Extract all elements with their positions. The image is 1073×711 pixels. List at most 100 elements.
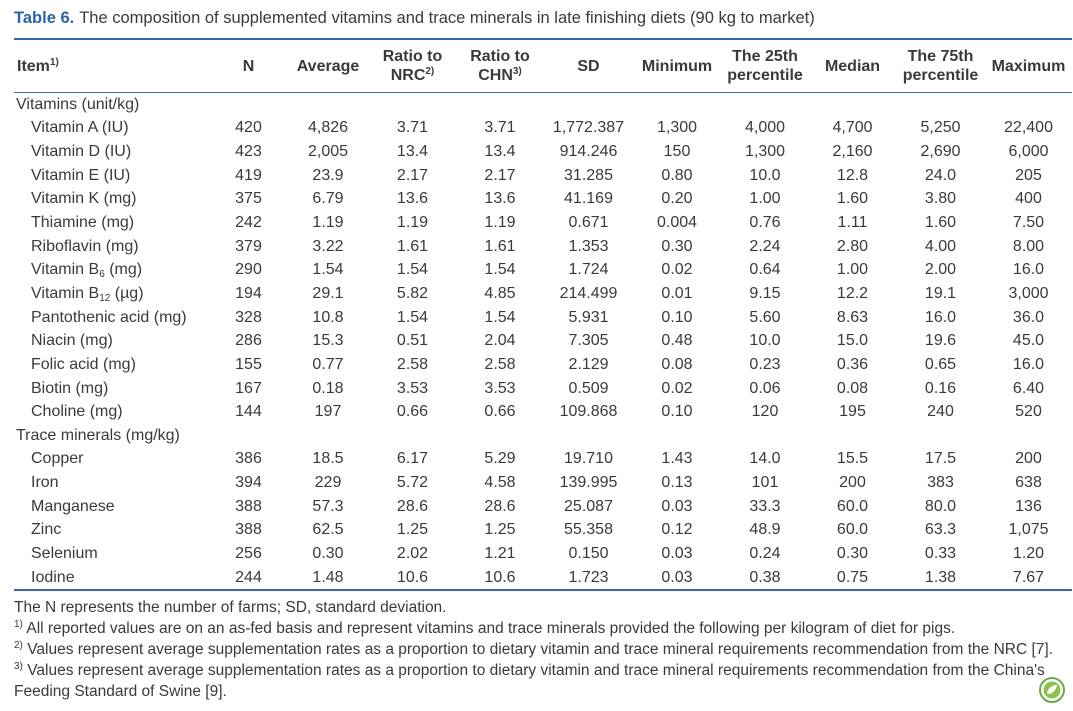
- value-cell: 5.60: [749, 308, 781, 326]
- item-cell: Iron: [31, 474, 59, 492]
- value-cell: 0.75: [836, 568, 869, 586]
- value-cell: 0.08: [836, 379, 869, 397]
- value-cell: 0.02: [661, 379, 693, 397]
- column-header: Median: [809, 39, 896, 93]
- item-cell: Selenium: [31, 544, 98, 562]
- data-row: Selenium 256 0.30 2.02 1.21 0.150 0.03 0.24 0.30…: [14, 542, 1072, 566]
- value-cell: 420: [235, 119, 262, 137]
- value-cell: 4.85: [484, 284, 516, 302]
- value-cell: 1.54: [312, 261, 344, 279]
- table-head: Item1) N Average Ratio to NRC2) Ratio to CHN3)…: [14, 39, 1072, 93]
- section-title: Vitamins (unit/kg): [16, 95, 140, 113]
- value-cell: 0.10: [661, 403, 693, 421]
- value-cell: 1.61: [484, 237, 516, 255]
- value-cell: 10.0: [749, 166, 781, 184]
- footnotes: The N represents the number of farms; SD…: [14, 597, 1064, 702]
- value-cell: 0.03: [661, 544, 693, 562]
- value-cell: 139.995: [559, 474, 618, 492]
- value-cell: 2.80: [836, 237, 869, 255]
- value-cell: 0.65: [924, 355, 957, 373]
- header-text: Ratio to: [382, 48, 443, 65]
- value-cell: 0.33: [924, 544, 957, 562]
- value-cell: 0.03: [661, 497, 693, 515]
- data-row: Vitamin B6 (mg) 290 1.54 1.54 1.54 1.724 0.02 0…: [14, 258, 1072, 282]
- value-cell: 0.77: [312, 355, 344, 373]
- value-cell: 7.67: [1012, 568, 1045, 586]
- item-cell: Vitamin B6 (mg): [14, 258, 210, 282]
- value-cell: 62.5: [312, 521, 344, 539]
- value-cell: 1.21: [484, 544, 516, 562]
- value-cell: 2.58: [484, 355, 516, 373]
- value-cell: 4,826: [307, 119, 349, 137]
- value-cell: 520: [1015, 403, 1042, 421]
- item-cell: Biotin (mg): [31, 379, 109, 397]
- value-cell: 31.285: [564, 166, 613, 184]
- item-cell: Copper: [31, 450, 84, 468]
- value-cell: 256: [235, 544, 262, 562]
- value-cell: 1.43: [661, 450, 693, 468]
- value-cell: 4,700: [832, 119, 873, 137]
- value-cell: 2,690: [920, 143, 961, 161]
- data-row: Vitamin A (IU) 420 4,826 3.71 3.71 1,772.387 1…: [14, 117, 1072, 141]
- value-cell: 0.06: [749, 379, 781, 397]
- value-cell: 18.5: [312, 450, 344, 468]
- value-cell: 101: [751, 474, 779, 492]
- value-cell: 1,300: [656, 119, 698, 137]
- header-text: SD: [577, 57, 600, 75]
- value-cell: 6,000: [1008, 143, 1049, 161]
- value-cell: 17.5: [924, 450, 957, 468]
- value-cell: 155: [235, 355, 262, 373]
- value-cell: 194: [235, 284, 262, 302]
- value-cell: 4,000: [744, 119, 786, 137]
- value-cell: 150: [663, 143, 691, 161]
- item-cell: Vitamin K (mg): [31, 190, 137, 208]
- footnote-text: Values represent average supplementation…: [27, 641, 1054, 658]
- value-cell: 0.76: [749, 214, 781, 232]
- value-cell: 419: [235, 166, 262, 184]
- footnote-mark: 1): [14, 619, 23, 630]
- value-cell: 205: [1015, 166, 1042, 184]
- value-cell: 379: [235, 237, 262, 255]
- value-cell: 29.1: [312, 284, 344, 302]
- value-cell: 109.868: [559, 403, 618, 421]
- value-cell: 1.38: [924, 568, 957, 586]
- value-cell: 1.54: [484, 308, 516, 326]
- footnote-text: All reported values are on an as-fed bas…: [26, 620, 956, 637]
- value-cell: 10.6: [396, 568, 429, 586]
- value-cell: 6.17: [396, 450, 429, 468]
- column-header: Average: [287, 39, 369, 93]
- value-cell: 7.305: [568, 332, 609, 350]
- value-cell: 1.25: [396, 521, 429, 539]
- header-text: Average: [296, 57, 360, 75]
- value-cell: 9.15: [749, 284, 781, 302]
- column-header: SD: [544, 39, 633, 93]
- header-text: Median: [824, 57, 881, 75]
- item-cell: Thiamine (mg): [31, 214, 135, 232]
- value-cell: 120: [751, 403, 779, 421]
- item-cell: Vitamin E (IU): [31, 166, 131, 184]
- item-cell: Folic acid (mg): [31, 355, 136, 373]
- item-cell: Niacin (mg): [31, 332, 113, 350]
- header-text: The 25th: [732, 48, 798, 65]
- value-cell: 10.8: [312, 308, 344, 326]
- footnote-text: The N represents the number of farms; SD…: [14, 599, 447, 616]
- value-cell: 2.17: [484, 166, 516, 184]
- value-cell: 0.38: [749, 568, 781, 586]
- table: Item1) N Average Ratio to NRC2) Ratio to CHN3)…: [14, 38, 1072, 591]
- value-cell: 1.60: [924, 214, 957, 232]
- value-cell: 14.0: [749, 450, 781, 468]
- header-text: CHN: [478, 67, 513, 84]
- header-row: Item1) N Average Ratio to NRC2) Ratio to CHN3)…: [14, 39, 1072, 93]
- item-unit: (mg): [104, 261, 143, 279]
- value-cell: 1.19: [484, 214, 516, 232]
- footnote-mark: 3): [14, 661, 23, 672]
- table-label: Table 6.: [14, 9, 75, 27]
- value-cell: 0.16: [924, 379, 957, 397]
- value-cell: 7.50: [1012, 214, 1045, 232]
- value-cell: 63.3: [924, 521, 957, 539]
- footnote: 3) Values represent average supplementat…: [14, 660, 1064, 702]
- header-text: percentile: [902, 67, 979, 84]
- value-cell: 2.04: [484, 332, 516, 350]
- value-cell: 0.20: [661, 190, 693, 208]
- value-cell: 28.6: [396, 497, 429, 515]
